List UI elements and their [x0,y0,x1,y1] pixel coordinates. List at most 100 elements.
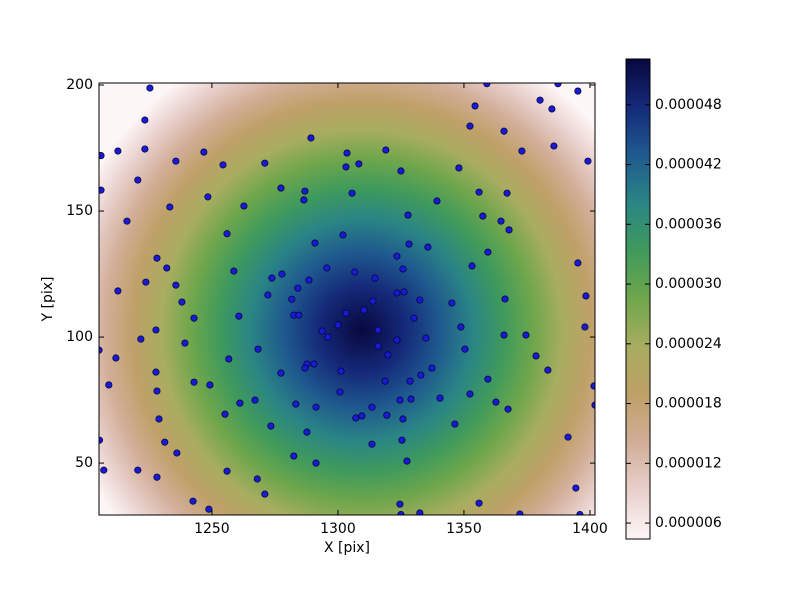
point [189,497,197,505]
point [369,297,377,305]
point [548,105,556,113]
point [264,291,272,299]
point [398,436,406,444]
point [137,335,145,343]
point [100,466,108,474]
point [172,281,180,289]
point [468,262,476,270]
point [572,484,580,492]
point [323,264,331,272]
point [161,438,169,446]
x-axis-label: X [pix] [324,540,370,556]
x-tick-label: 1350 [446,521,482,537]
point [153,254,161,262]
point [554,83,562,88]
point [134,466,142,474]
point [153,473,161,481]
point [500,331,508,339]
point [384,351,392,359]
point [166,203,174,211]
point [383,411,391,419]
colorbar-tick-label: 0.000042 [655,157,722,173]
point [152,326,160,334]
point [581,323,589,331]
point [253,475,261,483]
point [406,377,414,385]
point [492,398,500,406]
point [457,323,465,331]
point [254,345,262,353]
point [343,149,351,157]
point [134,176,142,184]
point [368,403,376,411]
point [163,264,171,272]
point [501,295,509,303]
point [516,510,524,515]
point [397,167,405,175]
point [393,252,401,260]
point [200,148,208,156]
point [396,396,404,404]
x-tick-label: 1300 [320,521,356,537]
point [590,382,595,390]
point [310,360,318,368]
point [428,364,436,372]
point [204,193,212,201]
point [393,289,401,297]
point [99,152,105,160]
colorbar-tick-label: 0.000018 [655,396,722,412]
point [99,436,104,444]
point [381,377,389,385]
point [190,378,198,386]
point [374,342,382,350]
point [455,164,463,172]
point [152,368,160,376]
point [267,422,275,430]
point [114,147,122,155]
point [123,217,131,225]
colorbar-tick-label: 0.000024 [655,336,722,352]
point [393,336,401,344]
point [153,387,161,395]
point [483,83,491,88]
point [294,284,302,292]
point [396,500,404,508]
y-tick-label: 100 [66,329,93,345]
point [348,189,356,197]
point [295,311,303,319]
y-tick-label: 150 [66,203,93,219]
point [448,299,456,307]
point [305,276,313,284]
point [422,334,430,342]
point [461,345,469,353]
point [451,420,459,428]
point [544,366,552,374]
point [466,122,474,130]
point [142,278,150,286]
point [416,509,424,515]
point [574,259,582,267]
point [337,367,345,375]
point [236,399,244,407]
point [399,415,407,423]
point [146,84,154,92]
point [300,196,308,204]
point [405,240,413,248]
point [399,265,407,273]
point [307,134,315,142]
point [404,211,412,219]
point [178,298,186,306]
point [235,312,243,320]
point [112,354,120,362]
point [141,145,149,153]
point [550,142,558,150]
point [352,414,360,422]
point [358,412,366,420]
point [582,292,590,300]
point [475,499,483,507]
point [141,116,149,124]
point [417,371,425,379]
point [564,433,572,441]
point [261,159,269,167]
